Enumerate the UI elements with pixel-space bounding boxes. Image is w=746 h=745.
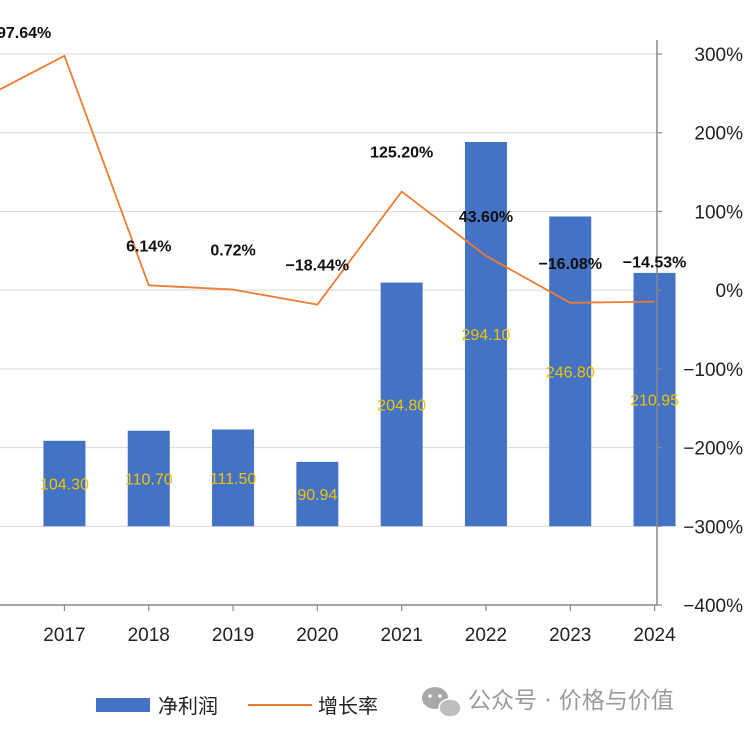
wechat-icon (422, 687, 462, 718)
bar-value-label: 294.10 (461, 327, 510, 344)
bar-2020 (296, 461, 339, 527)
right-axis-tick-label: −200% (683, 439, 743, 460)
bar-value-label: 210.95 (630, 393, 679, 410)
watermark: 公众号 · 价格与价值 (422, 687, 674, 718)
right-axis-tick-label: 0% (716, 281, 744, 302)
data-labels: 104.30 110.70 111.50 90.94 204.80 294.10 246.8… (0, 25, 686, 504)
bar-value-label: 111.50 (210, 471, 257, 488)
bar-value-label: 204.80 (377, 397, 426, 414)
bar-2017 (43, 440, 86, 527)
growth-rate-label: 0.72% (210, 243, 255, 260)
bar-value-label: 110.70 (125, 472, 173, 489)
bar-2018 (127, 430, 170, 527)
watermark-text: 公众号 · 价格与价值 (468, 688, 674, 714)
right-axis-tick-label: 300% (694, 45, 743, 66)
x-axis-tick-label: 2017 (43, 625, 85, 646)
legend-line-label: 增长率 (318, 694, 378, 718)
legend-bar-label: 净利润 (158, 694, 218, 718)
x-axis-tick-label: 2023 (549, 625, 591, 646)
growth-rate-label: −16.08% (538, 256, 602, 273)
legend: 净利润 增长率 (96, 694, 378, 718)
right-axis-tick-label: −300% (683, 517, 743, 538)
bar-2022 (464, 142, 507, 527)
bar-2024 (633, 272, 676, 527)
x-axis-tick-label: 2022 (465, 625, 507, 646)
x-axis-tick-label: 2018 (128, 625, 170, 646)
x-axis-tick-label: 2019 (212, 625, 254, 646)
growth-rate-line (0, 54, 655, 306)
growth-rate-label: −18.44% (286, 258, 350, 275)
gridlines (0, 53, 657, 527)
legend-bar-swatch (96, 698, 150, 712)
growth-rate-label: 125.20% (370, 145, 433, 162)
bar-value-label: 246.80 (546, 364, 595, 381)
line-series (0, 54, 655, 306)
right-axis-tick-label: 100% (694, 202, 743, 223)
x-axis-tick-label: 2024 (633, 625, 676, 646)
right-axis-tick-label: −400% (683, 596, 743, 617)
bar-series (43, 142, 676, 527)
growth-rate-label: 6.14% (126, 238, 171, 255)
x-axis-tick-label: 2020 (296, 625, 338, 646)
bar-2021 (380, 282, 423, 527)
bar-2019 (212, 429, 255, 527)
bar-2023 (549, 216, 592, 527)
bar-value-label: 90.94 (297, 487, 337, 504)
growth-rate-label: −14.53% (623, 255, 687, 272)
growth-rate-label: 97.64% (0, 25, 51, 42)
x-axis-tick-label: 2021 (381, 625, 423, 646)
right-axis-tick-label: 200% (694, 124, 743, 145)
axes: 300% 200% 100% 0% −100% −200% −300% −400% 2017 20… (0, 40, 743, 646)
growth-rate-label: 43.60% (459, 209, 513, 226)
bar-value-label: 104.30 (40, 477, 89, 494)
right-axis-tick-label: −100% (683, 360, 743, 381)
